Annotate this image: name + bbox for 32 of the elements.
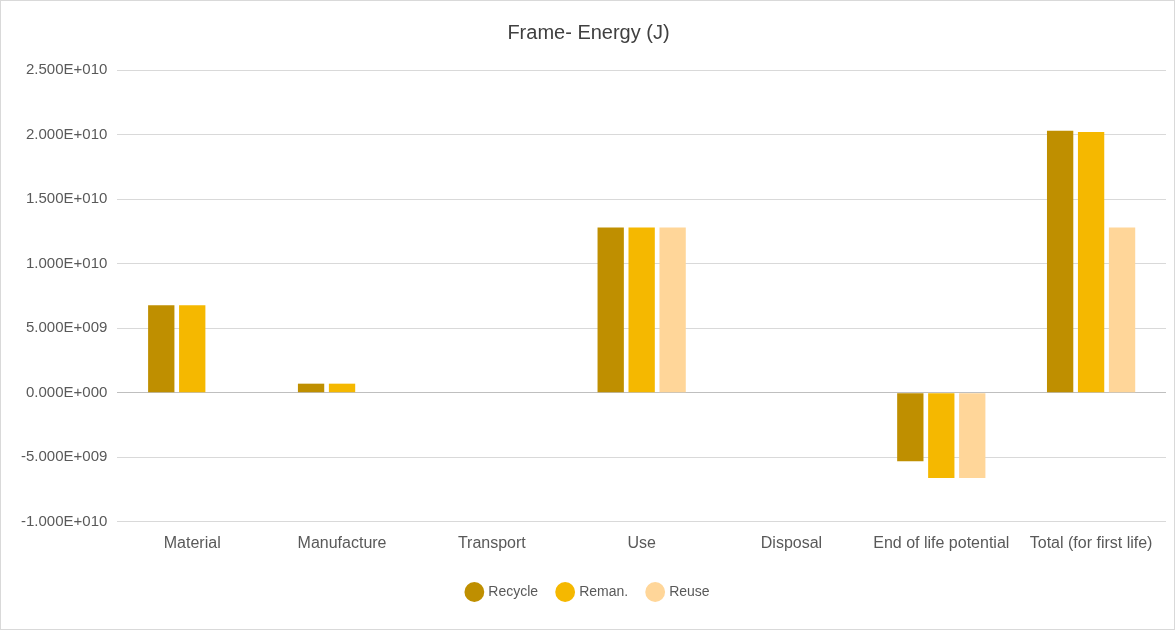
y-tick-label: -1.000E+010: [21, 511, 108, 529]
bar: [148, 305, 175, 393]
x-tick-label: Transport: [457, 533, 527, 551]
bar: [659, 227, 686, 393]
bar: [897, 393, 924, 462]
bar: [628, 227, 655, 393]
bar: [1108, 227, 1136, 393]
bar: [1046, 130, 1074, 393]
y-tick-label: 5.000E+009: [26, 318, 108, 336]
x-tick-label: Disposal: [760, 533, 823, 551]
x-tick-label: Material: [163, 533, 221, 551]
bar: [928, 393, 955, 478]
bar: [1077, 131, 1105, 393]
y-tick-label: -5.000E+009: [21, 447, 108, 465]
chart-title: Frame- Energy (J): [507, 20, 670, 43]
x-tick-label: Manufacture: [297, 533, 387, 551]
y-tick-label: 2.000E+010: [26, 124, 108, 142]
legend-label: Reman.: [579, 582, 629, 599]
y-tick-label: 1.500E+010: [26, 189, 108, 207]
bar: [328, 383, 356, 393]
bar: [297, 383, 325, 393]
x-tick-label: Total (for first life): [1029, 533, 1153, 551]
bar: [179, 305, 206, 393]
x-tick-label: Use: [627, 533, 656, 551]
legend-label: Reuse: [669, 582, 710, 599]
bar: [959, 393, 986, 478]
legend-label: Recycle: [488, 582, 539, 599]
y-tick-label: 1.000E+010: [26, 253, 108, 271]
y-tick-label: 0.000E+000: [26, 382, 108, 400]
y-tick-label: 2.500E+010: [26, 60, 108, 78]
bar: [597, 227, 624, 393]
x-tick-label: End of life potential: [873, 533, 1010, 551]
